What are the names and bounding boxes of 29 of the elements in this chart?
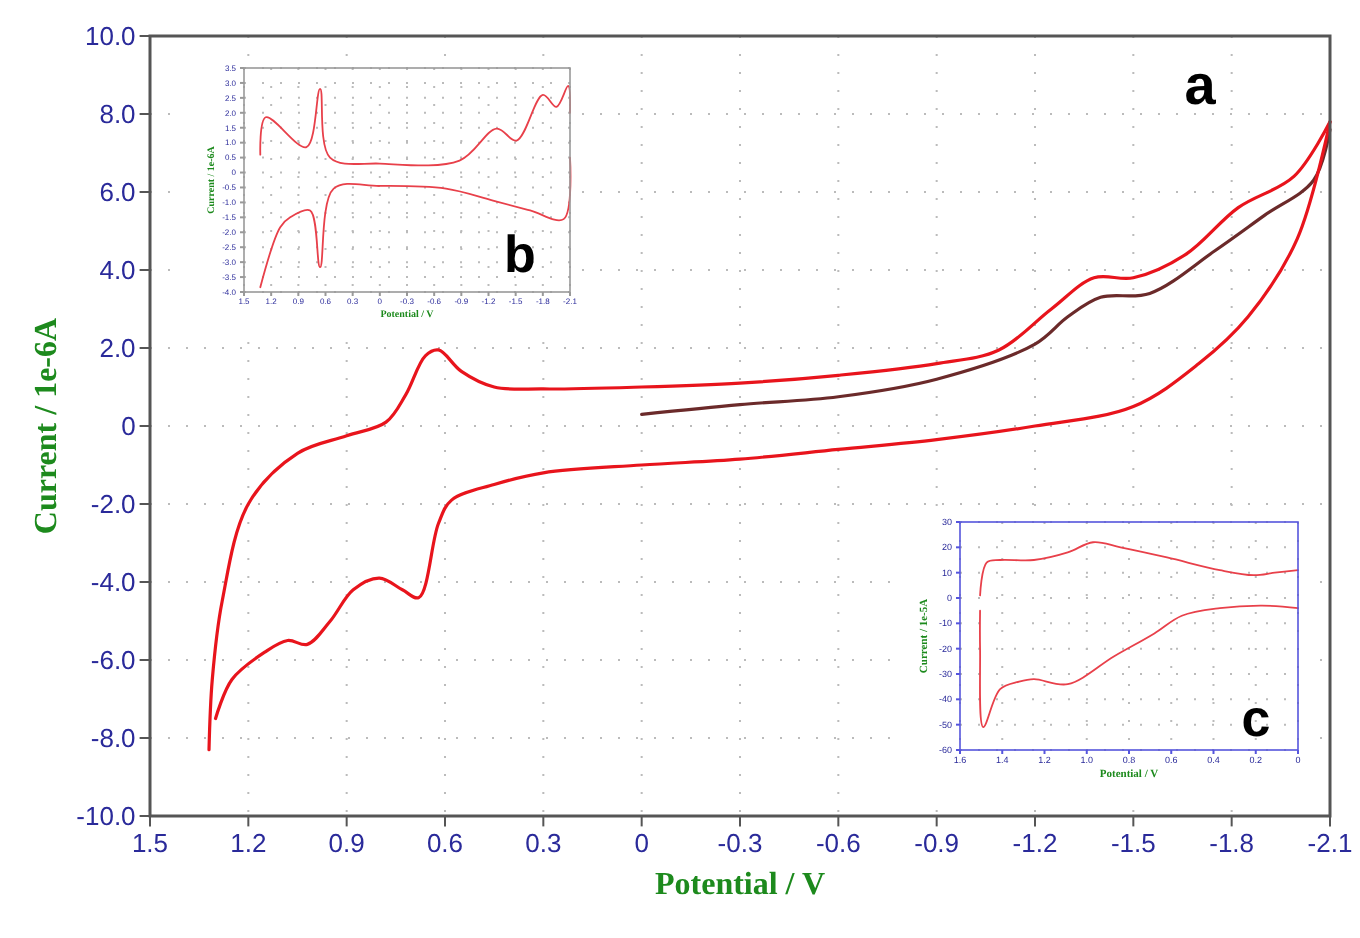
x-tick-label: -0.6 — [815, 828, 861, 859]
y-tick-label: 2.0 — [99, 333, 136, 364]
x-tick-label: 1.5 — [131, 828, 169, 859]
x-tick-label: 1.2 — [230, 828, 267, 859]
x-tick-label: 0.6 — [426, 828, 464, 859]
x-tick-label: -1.2 — [1012, 828, 1058, 859]
x-tick-label: 0.9 — [328, 828, 365, 859]
y-tick-label: 10.0 — [84, 21, 136, 52]
x-axis-title: Potential / V — [654, 868, 826, 902]
x-tick-label: -0.9 — [914, 828, 960, 859]
y-tick-label: 4.0 — [99, 255, 136, 286]
y-tick-label: -2.0 — [90, 489, 136, 520]
x-tick-label: -1.8 — [1209, 828, 1255, 859]
x-tick-label: 0.3 — [525, 828, 562, 859]
x-tick-label: -0.3 — [717, 828, 763, 859]
y-axis-title: Current / 1e-6A — [30, 316, 65, 535]
annotation: b — [504, 224, 536, 284]
y-tick-label: 8.0 — [99, 99, 136, 130]
annotation: c — [1241, 688, 1271, 748]
annotation: a — [1184, 54, 1217, 116]
x-tick-label: -2.1 — [1307, 828, 1353, 859]
y-tick-label: -4.0 — [90, 567, 136, 598]
x-tick-label: -1.5 — [1110, 828, 1156, 859]
y-tick-label: -6.0 — [90, 645, 136, 676]
y-tick-label: 6.0 — [99, 177, 136, 208]
y-tick-label: 0 — [121, 411, 136, 442]
y-tick-label: -10.0 — [76, 801, 136, 832]
x-tick-label: 0 — [634, 828, 649, 859]
y-tick-label: -8.0 — [90, 723, 136, 754]
